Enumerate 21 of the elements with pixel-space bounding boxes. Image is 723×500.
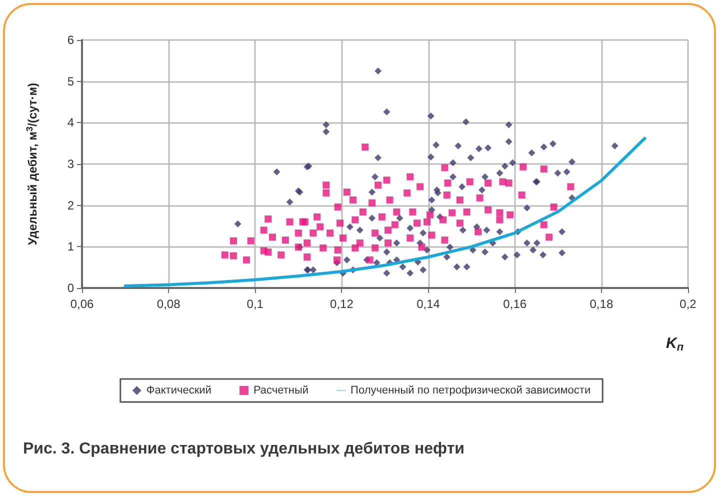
x-tick-label: 0,12 [330, 297, 354, 311]
line-series [124, 136, 646, 288]
y-tick-label: 5 [67, 74, 74, 88]
legend-label: Фактический [146, 384, 212, 396]
text: Рис. 3. Сравнение стартовых удельных дебитов нефти [23, 440, 464, 458]
x-tick-label: 0,16 [503, 297, 527, 311]
x-tick-label: 0,14 [416, 297, 440, 311]
x-tick-label: 0,1 [246, 297, 264, 311]
y-tick-label: 3 [67, 157, 74, 171]
y-tick-label: 6 [67, 33, 74, 47]
x-tick-label: 0,08 [156, 297, 181, 311]
y-tick-label: 1 [67, 240, 74, 254]
y-axis-title: Удельный дебит, м3/(сут·м) [24, 82, 40, 246]
y-tick-label: 2 [67, 198, 74, 212]
y-tick-label: 4 [67, 116, 74, 130]
y-tick-label: 0 [67, 281, 74, 295]
x-tick-label: 0,2 [680, 297, 697, 311]
x-tick-label: 0,06 [70, 297, 94, 311]
legend-label: Расчетный [253, 384, 309, 396]
legend-label: Полученный по петрофизической зависимости [350, 384, 591, 396]
x-tick-label: 0,18 [590, 297, 614, 311]
